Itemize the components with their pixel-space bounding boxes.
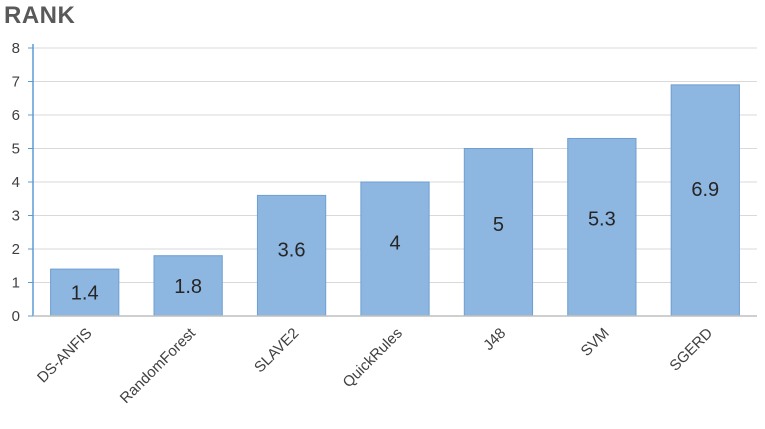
x-category-label: J48 — [480, 325, 509, 354]
y-tick-label: 5 — [12, 141, 20, 158]
x-category-label: RandomForest — [117, 324, 200, 407]
x-category-label: SGERD — [666, 325, 716, 375]
bar-ds-anfis — [50, 268, 120, 317]
axes — [28, 44, 757, 317]
bar-svm — [567, 137, 637, 317]
y-tick-label: 4 — [12, 174, 20, 191]
y-tick-label: 8 — [12, 40, 20, 57]
data-label: 4 — [389, 232, 400, 254]
bars — [50, 84, 740, 317]
y-tick-label: 2 — [12, 241, 20, 258]
bar-sgerd — [670, 84, 740, 317]
chart-title: RANK — [4, 2, 76, 29]
x-category-label: DS-ANFIS — [34, 325, 96, 387]
bar-randomforest — [153, 255, 223, 317]
data-label: 1.8 — [174, 276, 202, 298]
data-label: 6.9 — [691, 179, 719, 201]
bar-j48 — [463, 148, 534, 317]
x-category-label: SVM — [578, 325, 613, 360]
x-category-label: QuickRules — [340, 325, 406, 391]
y-tick-label: 6 — [12, 107, 20, 124]
data-label: 5 — [493, 214, 504, 236]
y-tick-label: 7 — [12, 74, 20, 91]
y-tick-label: 0 — [12, 308, 20, 325]
data-label: 1.4 — [71, 283, 99, 305]
data-label: 5.3 — [588, 208, 616, 230]
bar-quickrules — [360, 181, 430, 317]
x-category-label: SLAVE2 — [251, 325, 302, 376]
y-tick-label: 1 — [12, 275, 20, 292]
y-tick-label: 3 — [12, 208, 20, 225]
data-label: 3.6 — [278, 240, 306, 262]
bar-slave2 — [256, 194, 327, 317]
